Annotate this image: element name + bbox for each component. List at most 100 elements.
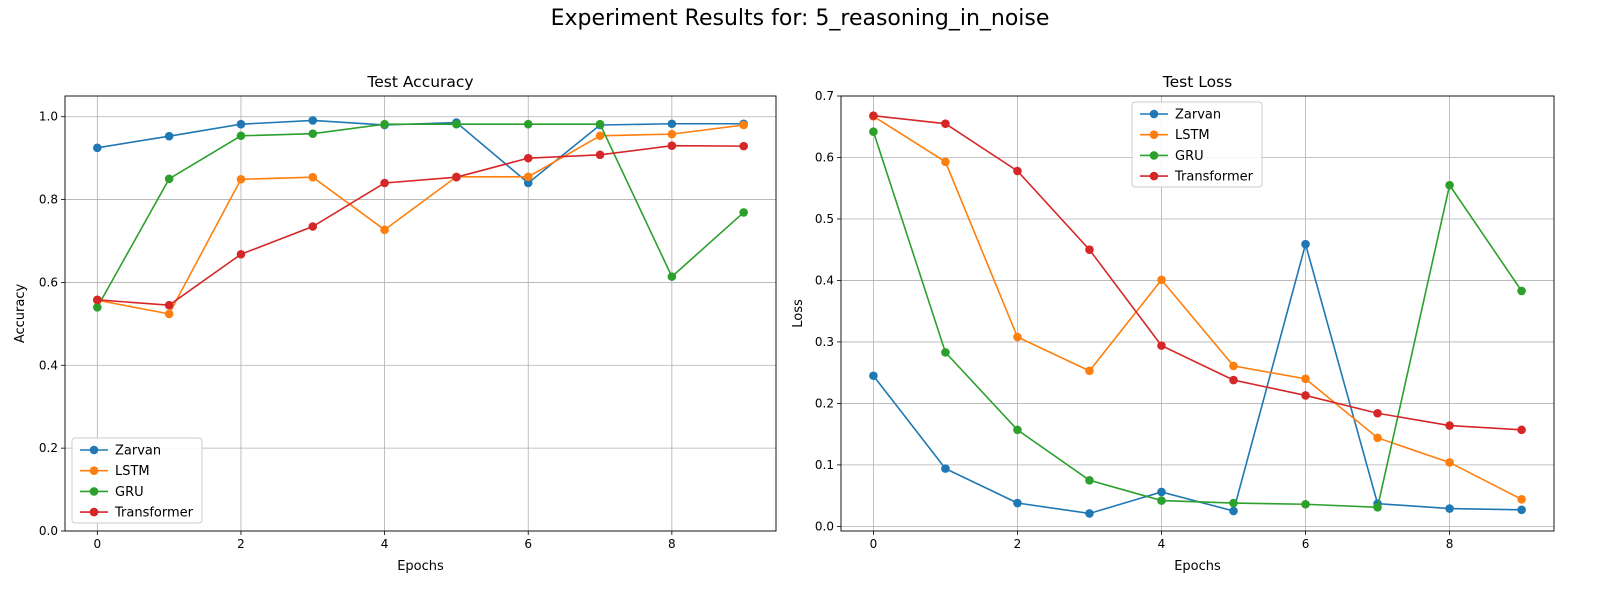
data-point-zarvan — [236, 119, 246, 129]
series-line-zarvan — [97, 119, 744, 185]
y-tick-label: 0.0 — [815, 519, 834, 533]
x-axis-label: Epochs — [1174, 559, 1221, 574]
x-axis-label: Epochs — [397, 559, 444, 574]
data-point-gru — [1445, 180, 1454, 190]
x-tick-label: 6 — [1302, 537, 1310, 551]
data-point-gru — [1085, 475, 1094, 485]
data-point-lstm — [1229, 361, 1238, 371]
data-point-lstm — [1301, 374, 1310, 384]
y-tick-label: 0.4 — [39, 358, 58, 372]
data-point-zarvan — [308, 116, 318, 125]
x-tick-label: 6 — [524, 537, 532, 551]
data-point-transformer — [941, 119, 950, 128]
legend-box — [71, 437, 203, 524]
data-point-gru — [523, 119, 533, 129]
data-point-zarvan — [523, 178, 533, 188]
legend-marker — [89, 445, 99, 455]
data-point-gru — [1229, 498, 1238, 508]
data-point-transformer — [1445, 421, 1454, 430]
plot-frame — [64, 95, 777, 532]
chart-accuracy: 0 2 4 6 8 0.0 0.2 0.4 0.6 0.8 1.0 Test Accuracy Epoc… — [13, 73, 777, 574]
data-point-gru — [667, 272, 677, 281]
legend-label: GRU — [115, 485, 144, 500]
legend-marker — [1149, 151, 1159, 160]
data-point-gru — [164, 174, 174, 184]
data-point-transformer — [93, 295, 102, 305]
y-tick-label: 0.4 — [815, 273, 834, 287]
y-tick-label: 0.5 — [815, 212, 834, 226]
legend-label: Transformer — [114, 506, 194, 521]
data-point-transformer — [869, 111, 878, 120]
data-point-transformer — [308, 222, 318, 231]
plot-frame — [840, 95, 1555, 532]
y-axis-label: Accuracy — [13, 284, 28, 344]
x-tick-label: 2 — [237, 537, 245, 551]
data-point-transformer — [164, 300, 174, 310]
data-point-lstm — [1013, 332, 1022, 342]
legend-label: LSTM — [115, 464, 150, 479]
chart-title: Test Loss — [1162, 73, 1232, 91]
data-point-transformer — [1157, 341, 1166, 350]
data-point-transformer — [667, 141, 677, 151]
legend-label: Transformer — [1174, 170, 1254, 185]
data-point-zarvan — [869, 371, 878, 381]
data-point-lstm — [595, 131, 605, 141]
data-point-transformer — [1301, 391, 1310, 400]
data-point-transformer — [380, 178, 389, 188]
legend-marker — [1149, 171, 1159, 181]
data-point-lstm — [1517, 495, 1526, 504]
data-point-lstm — [1445, 458, 1454, 467]
data-point-gru — [308, 129, 318, 138]
data-point-transformer — [236, 249, 246, 259]
figure-title: Experiment Results for: 5_reasoning_in_n… — [550, 6, 1050, 31]
chart-title: Test Accuracy — [366, 73, 473, 91]
legend-marker — [89, 487, 99, 496]
data-point-transformer — [523, 153, 533, 163]
data-point-gru — [380, 119, 389, 129]
data-point-zarvan — [1085, 509, 1094, 518]
data-point-lstm — [380, 225, 389, 235]
x-tick-label: 0 — [870, 537, 878, 551]
legend-marker — [1149, 130, 1159, 139]
data-point-transformer — [739, 141, 748, 151]
y-tick-label: 0.7 — [815, 89, 834, 103]
data-point-gru — [941, 348, 950, 357]
x-tick-label: 0 — [93, 537, 101, 551]
data-point-zarvan — [1301, 239, 1310, 249]
data-point-transformer — [1229, 375, 1238, 385]
y-tick-label: 1.0 — [39, 110, 58, 124]
data-point-transformer — [452, 172, 461, 182]
data-point-transformer — [1013, 166, 1022, 176]
series-line-lstm — [872, 115, 1522, 501]
data-point-lstm — [1157, 275, 1166, 285]
legend-box — [1131, 101, 1263, 188]
data-point-transformer — [1085, 245, 1094, 255]
data-point-zarvan — [93, 143, 102, 153]
data-point-transformer — [1373, 408, 1382, 418]
data-point-gru — [452, 119, 461, 129]
series-line-gru — [872, 131, 1523, 509]
legend-marker — [1149, 109, 1159, 119]
legend-label: Zarvan — [115, 444, 161, 459]
x-tick-label: 8 — [1446, 537, 1454, 551]
data-point-lstm — [164, 309, 174, 319]
series-line-transformer — [97, 144, 744, 307]
data-point-gru — [1517, 286, 1526, 296]
series-line-gru — [96, 123, 745, 308]
data-point-zarvan — [1157, 487, 1166, 497]
y-tick-label: 0.2 — [815, 396, 834, 410]
data-point-zarvan — [1229, 506, 1238, 516]
data-point-zarvan — [941, 464, 950, 473]
data-point-gru — [1301, 499, 1310, 509]
legend-label: Zarvan — [1175, 108, 1221, 123]
data-point-zarvan — [667, 119, 677, 129]
data-point-gru — [93, 302, 102, 312]
y-tick-label: 0.3 — [815, 335, 834, 349]
y-tick-label: 0.1 — [815, 458, 834, 472]
data-point-gru — [236, 131, 246, 141]
series-line-lstm — [97, 124, 744, 315]
x-tick-label: 4 — [381, 537, 389, 551]
legend-label: LSTM — [1175, 128, 1210, 143]
